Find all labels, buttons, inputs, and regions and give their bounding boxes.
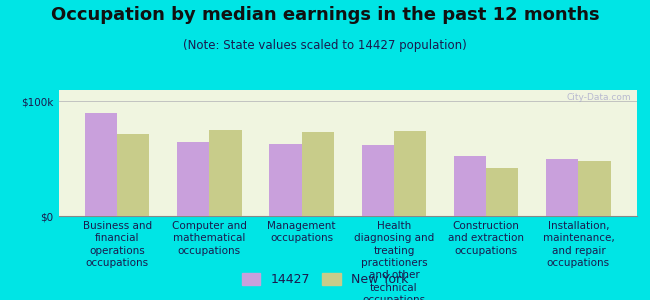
Text: City-Data.com: City-Data.com <box>567 92 631 101</box>
Legend: 14427, New York: 14427, New York <box>237 268 413 291</box>
Text: (Note: State values scaled to 14427 population): (Note: State values scaled to 14427 popu… <box>183 39 467 52</box>
Bar <box>269 144 302 216</box>
Bar <box>454 156 486 216</box>
Bar <box>578 161 611 216</box>
Bar <box>209 130 242 216</box>
Bar <box>486 168 519 216</box>
Bar <box>394 131 426 216</box>
Bar <box>177 142 209 216</box>
Bar <box>84 113 117 216</box>
Bar <box>546 159 578 216</box>
Bar <box>361 145 394 216</box>
Bar <box>302 132 334 216</box>
Bar <box>117 134 150 216</box>
Text: Occupation by median earnings in the past 12 months: Occupation by median earnings in the pas… <box>51 6 599 24</box>
